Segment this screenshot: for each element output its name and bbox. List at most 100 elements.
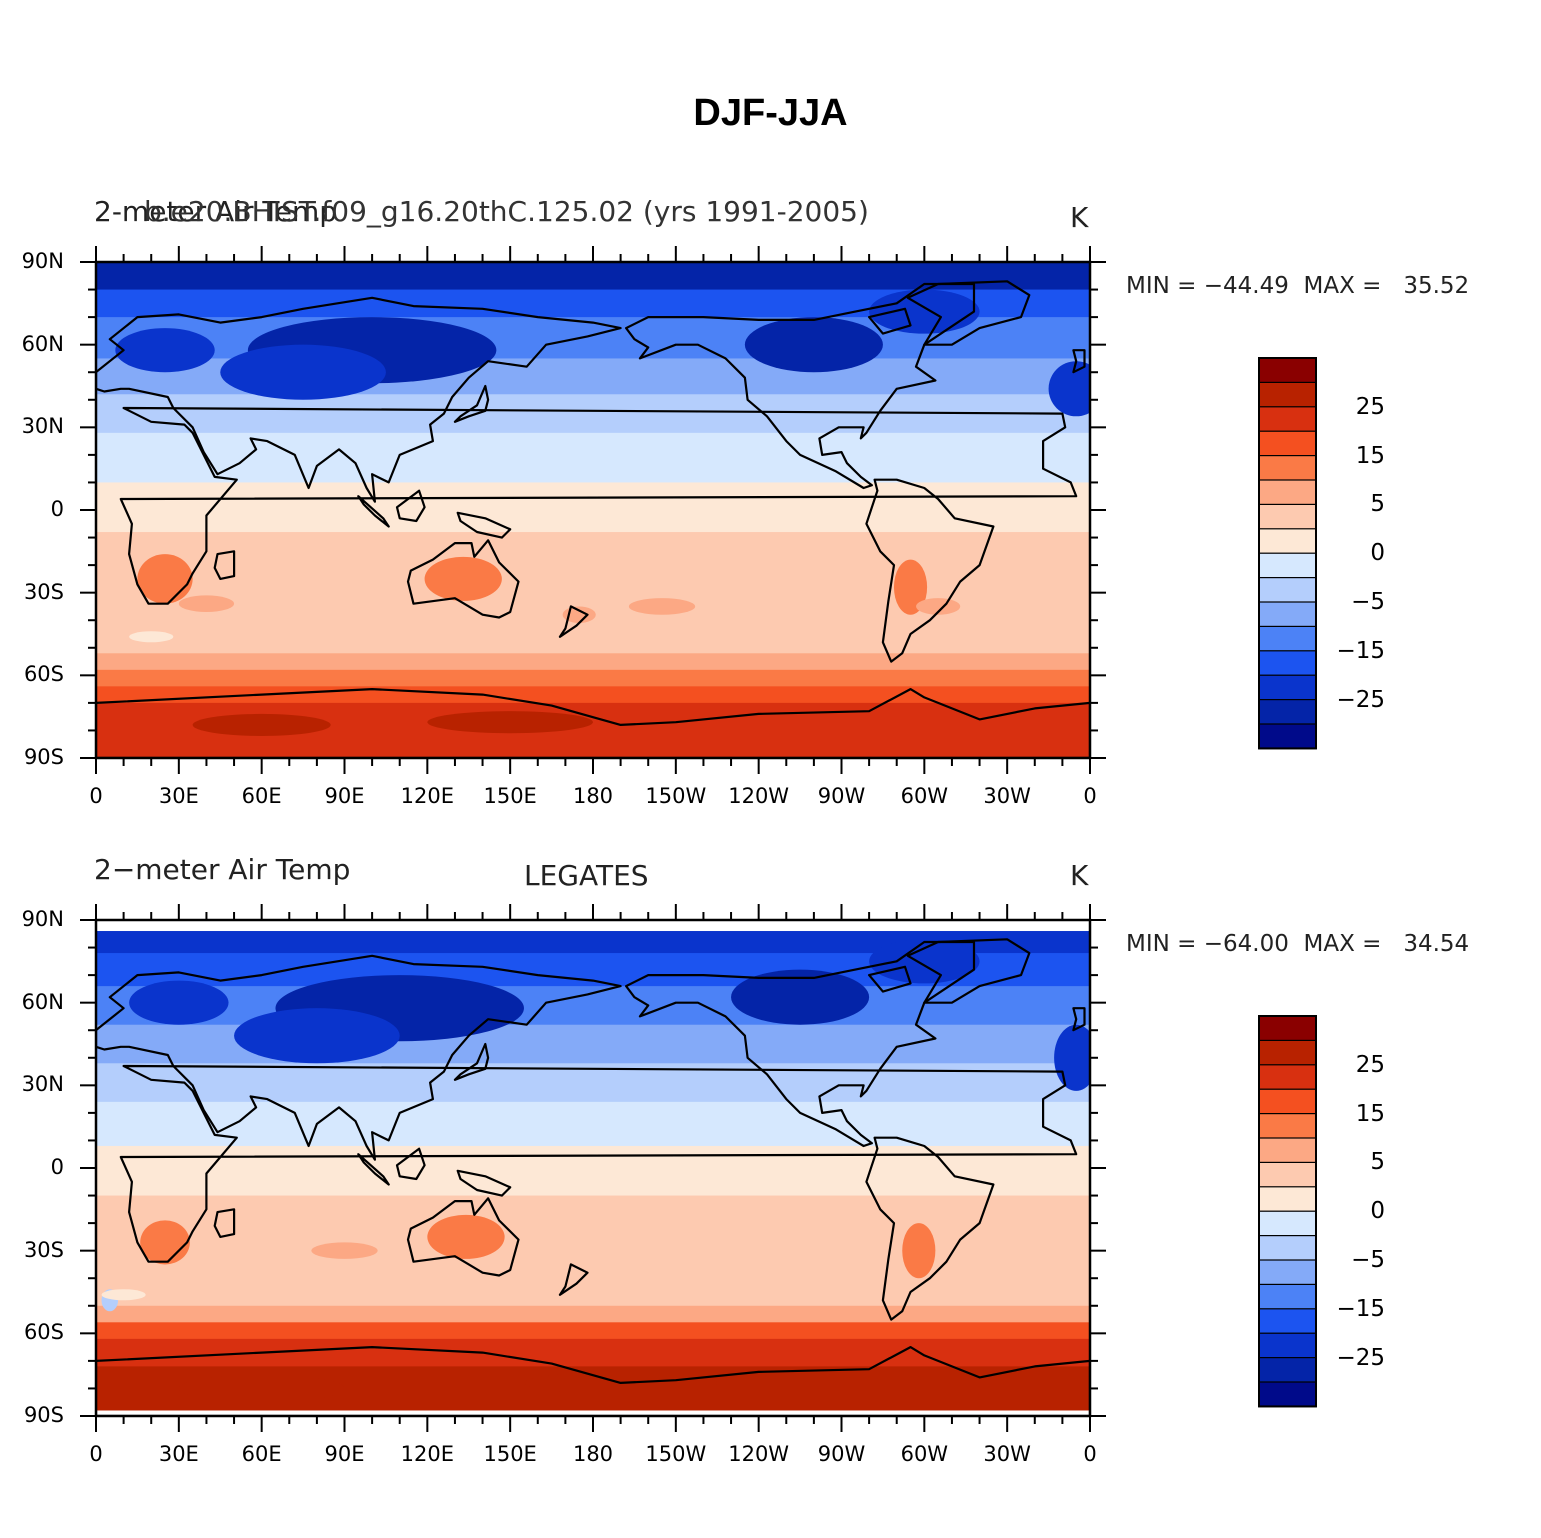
y-tick-label: 60S bbox=[23, 1320, 64, 1345]
colorbar bbox=[1258, 1015, 1317, 1408]
y-tick-label: 0 bbox=[50, 497, 64, 521]
field-anomaly bbox=[220, 344, 386, 400]
coastline-new-guinea bbox=[456, 511, 512, 539]
coastline-australia bbox=[406, 539, 520, 619]
field-anomaly bbox=[101, 1289, 146, 1301]
max-value: 34.54 bbox=[1403, 931, 1470, 957]
panel-center-title: LEGATES bbox=[524, 859, 649, 892]
max-label: MAX = bbox=[1303, 931, 1389, 957]
coastline-n-america bbox=[625, 282, 976, 490]
field-anomaly bbox=[424, 556, 502, 601]
colorbar-label: 15 bbox=[1355, 442, 1385, 469]
x-tick-label: 150W bbox=[645, 784, 707, 808]
coastline-greenland bbox=[906, 938, 1031, 1004]
colorbar-label: −25 bbox=[1336, 1344, 1385, 1371]
field-anomaly bbox=[1048, 361, 1090, 417]
field-band bbox=[96, 653, 1090, 671]
coastline-greenland bbox=[906, 280, 1031, 346]
coastline-s-america bbox=[865, 1136, 995, 1321]
x-tick-label: 120W bbox=[728, 1442, 790, 1466]
coastline-uk bbox=[1072, 349, 1086, 374]
x-tick-label: 90E bbox=[324, 1442, 365, 1466]
field-band bbox=[96, 482, 1090, 533]
field-anomaly bbox=[137, 554, 193, 604]
colorbar-label: 25 bbox=[1355, 393, 1385, 420]
colorbar-label: −15 bbox=[1336, 1295, 1385, 1322]
colorbar-label: 15 bbox=[1355, 1100, 1385, 1127]
axis-ticks bbox=[80, 904, 1106, 1432]
x-tick-label: 60E bbox=[241, 784, 282, 808]
x-tick-label: 30W bbox=[983, 1442, 1031, 1466]
coastline-baffin bbox=[868, 965, 912, 993]
panel-model: 2-meter Air Temp b.e20.BHIST.f09_g16.20t… bbox=[0, 195, 1541, 835]
colorbar-box bbox=[1258, 1259, 1317, 1286]
coastline-n-america bbox=[625, 940, 976, 1148]
x-tick-label: 60W bbox=[900, 784, 949, 808]
y-tick-label: 0 bbox=[50, 1155, 64, 1179]
field-anomaly bbox=[902, 1223, 936, 1279]
x-tick-label: 0 bbox=[89, 784, 103, 808]
x-tick-label: 0 bbox=[89, 1442, 103, 1466]
coastline-eurasia bbox=[96, 954, 622, 1161]
colorbar-box bbox=[1258, 357, 1317, 384]
field-band bbox=[96, 262, 1090, 291]
x-tick-label: 30E bbox=[158, 784, 199, 808]
field-anomaly bbox=[744, 317, 883, 373]
colorbar-box bbox=[1258, 1113, 1317, 1139]
y-tick-label: 90S bbox=[23, 1403, 64, 1427]
x-tick-label: 60E bbox=[241, 1442, 282, 1466]
field-anomaly bbox=[869, 939, 980, 984]
panel-left-title: 2-meter Air Temp bbox=[94, 195, 338, 228]
colorbar-box bbox=[1258, 1015, 1317, 1042]
axis-ticks bbox=[80, 246, 1106, 774]
coastline-baffin bbox=[868, 307, 912, 335]
coastline-new-zealand bbox=[558, 605, 589, 638]
y-tick-label: 30S bbox=[23, 1237, 64, 1262]
field-anomaly bbox=[234, 1008, 400, 1064]
coastline-uk bbox=[1072, 1007, 1086, 1032]
temperature-field bbox=[96, 920, 1090, 1416]
y-tick-label: 30N bbox=[21, 414, 64, 439]
field-anomaly bbox=[129, 980, 229, 1025]
field-anomaly bbox=[178, 1374, 345, 1403]
colorbar-label: −5 bbox=[1351, 1247, 1385, 1273]
field-band bbox=[96, 1322, 1090, 1340]
field-anomaly bbox=[916, 598, 961, 615]
x-tick-label: 150E bbox=[483, 784, 537, 808]
panel-left-title: 2−meter Air Temp bbox=[94, 853, 351, 886]
field-band bbox=[96, 1305, 1090, 1323]
panel-min-max: MIN = −64.00 MAX = 34.54 bbox=[1126, 931, 1469, 957]
coastline-eurasia bbox=[96, 296, 622, 503]
field-anomaly bbox=[869, 289, 980, 334]
x-tick-label: 0 bbox=[1083, 784, 1097, 808]
min-value: −64.00 bbox=[1203, 931, 1289, 957]
y-tick-label: 90S bbox=[23, 745, 64, 769]
field-band bbox=[96, 1410, 1090, 1416]
coastline-sumatra bbox=[357, 1153, 390, 1186]
coastline-africa bbox=[119, 406, 1078, 605]
field-anomaly bbox=[731, 969, 870, 1025]
coastline-antarctica bbox=[96, 1346, 1090, 1416]
coastlines bbox=[96, 938, 1090, 1416]
field-anomaly bbox=[427, 1214, 505, 1259]
field-anomaly bbox=[893, 559, 928, 615]
colorbar-label: 25 bbox=[1355, 1051, 1385, 1078]
colorbar-box bbox=[1258, 479, 1317, 506]
colorbar-label: 0 bbox=[1370, 1198, 1385, 1225]
panel-units: K bbox=[1070, 859, 1089, 892]
coastline-japan bbox=[453, 1042, 490, 1081]
x-tick-label: 120E bbox=[400, 784, 454, 808]
field-band bbox=[96, 1145, 1090, 1197]
field-anomaly bbox=[140, 1220, 190, 1265]
y-tick-label: 60N bbox=[21, 989, 64, 1014]
colorbar-box bbox=[1258, 1283, 1317, 1310]
colorbar-box bbox=[1258, 430, 1317, 457]
x-tick-label: 180 bbox=[572, 1442, 614, 1466]
field-anomaly bbox=[129, 631, 174, 643]
x-tick-label: 150E bbox=[483, 1442, 537, 1466]
field-anomaly bbox=[311, 1242, 378, 1259]
coastline-s-america bbox=[865, 478, 995, 663]
colorbar-box bbox=[1258, 723, 1317, 750]
min-label: MIN = bbox=[1126, 931, 1204, 957]
field-anomaly bbox=[178, 595, 235, 612]
